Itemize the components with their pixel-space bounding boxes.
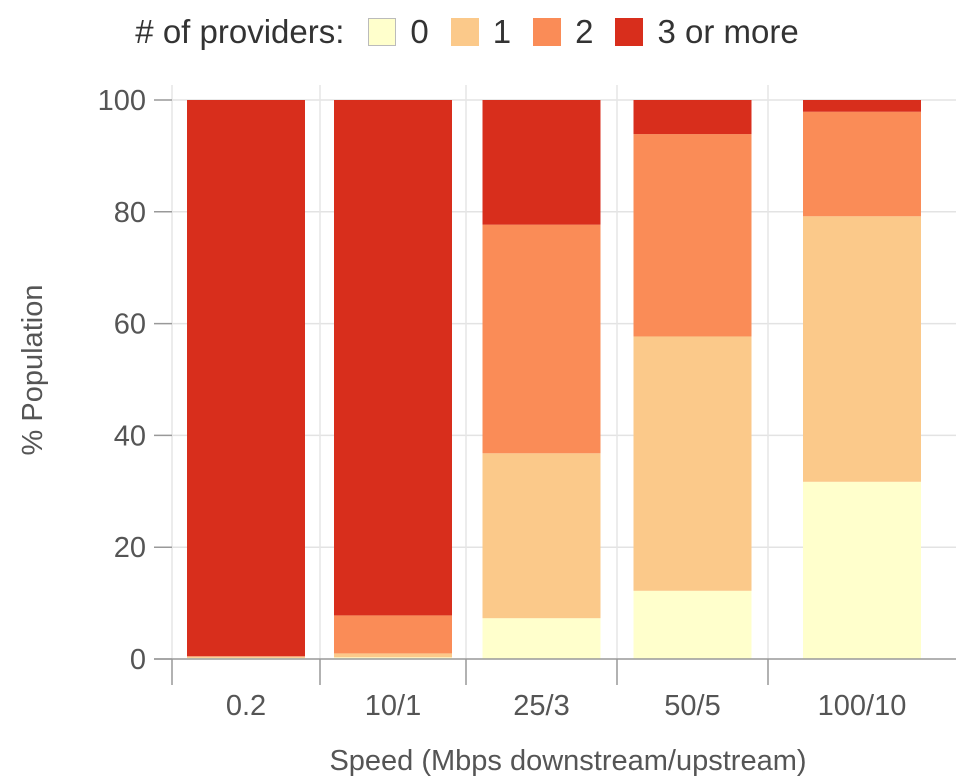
bar-10-1-1 — [334, 653, 452, 658]
bar-100-10-2 — [803, 111, 921, 217]
bar-10-1-2 — [334, 615, 452, 654]
bar-0-2-3-or-more — [187, 100, 305, 657]
bar-25-3-1 — [482, 453, 601, 619]
bar-25-3-3-or-more — [482, 100, 601, 225]
bars — [187, 100, 921, 659]
y-tick-label: 100 — [98, 85, 146, 117]
x-tick-label: 10/1 — [365, 690, 421, 722]
y-tick-label: 20 — [114, 532, 146, 564]
legend-item-0[interactable]: 0 — [368, 13, 429, 51]
x-tick-label: 50/5 — [664, 690, 720, 722]
bar-100-10-0 — [803, 481, 921, 659]
bar-10-1-0 — [334, 657, 452, 659]
legend-swatch — [615, 18, 644, 46]
legend-swatch — [450, 18, 479, 46]
legend-label: 3 or more — [657, 13, 799, 50]
x-tick-label: 100/10 — [818, 690, 907, 722]
bar-50-5-2 — [633, 134, 752, 337]
legend-swatch — [368, 18, 397, 46]
x-axis-title: Speed (Mbps downstream/upstream) — [329, 745, 806, 777]
legend-swatch — [533, 18, 562, 46]
y-tick-label: 40 — [114, 420, 146, 452]
bar-50-5-1 — [633, 336, 752, 591]
y-tick-label: 60 — [114, 309, 146, 341]
bar-10-1-3-or-more — [334, 100, 452, 616]
legend-item-3-or-more[interactable]: 3 or more — [615, 13, 799, 51]
y-axis-title: % Population — [17, 285, 49, 456]
bar-100-10-1 — [803, 216, 921, 482]
y-tick-label: 0 — [130, 644, 146, 676]
legend-label: 1 — [492, 13, 512, 50]
legend-title: # of providers: — [135, 13, 345, 50]
bar-0-2-2 — [187, 656, 305, 657]
chart-legend: # of providers: 0 1 2 3 or more — [0, 10, 956, 54]
legend-label: 2 — [575, 13, 594, 50]
legend-item-2[interactable]: 2 — [533, 13, 593, 51]
bar-100-10-3-or-more — [803, 100, 921, 112]
bar-25-3-0 — [482, 618, 601, 659]
bar-25-3-2 — [482, 224, 601, 454]
x-tick-label: 25/3 — [513, 690, 569, 722]
bar-50-5-0 — [633, 590, 752, 659]
bar-50-5-3-or-more — [633, 100, 752, 135]
y-tick-label: 80 — [114, 197, 146, 229]
legend-label: 0 — [410, 13, 429, 50]
x-tick-label: 0.2 — [226, 690, 266, 722]
legend-item-1[interactable]: 1 — [450, 13, 512, 51]
axes: 0 20 40 60 80 100 0.2 10/1 25/3 50/5 100/10 — [98, 85, 956, 722]
bar-0-2-1 — [187, 656, 305, 658]
